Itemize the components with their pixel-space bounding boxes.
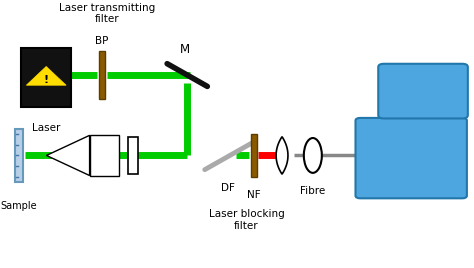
Text: DF: DF (220, 183, 235, 193)
Bar (251, 134, 257, 177)
Text: Laser blocking
filter: Laser blocking filter (209, 209, 284, 231)
Text: M: M (180, 43, 190, 56)
Text: BP: BP (95, 36, 109, 46)
Text: Sample: Sample (0, 201, 37, 211)
Bar (90, 135, 119, 176)
Polygon shape (26, 66, 66, 85)
Bar (99, 51, 105, 99)
Bar (21, 48, 71, 107)
Polygon shape (276, 137, 288, 174)
Ellipse shape (304, 138, 322, 173)
Text: NF: NF (247, 190, 260, 200)
Text: Spectrometer: Spectrometer (368, 153, 454, 163)
Text: Fibre: Fibre (300, 186, 326, 196)
Polygon shape (46, 135, 90, 176)
Bar (15, 129, 23, 182)
Bar (128, 137, 138, 174)
Text: Laser: Laser (32, 123, 60, 133)
Text: CCD camera: CCD camera (385, 86, 461, 96)
Text: Laser transmitting
filter: Laser transmitting filter (58, 2, 155, 24)
Text: !: ! (44, 75, 49, 85)
FancyBboxPatch shape (378, 64, 468, 118)
FancyBboxPatch shape (356, 118, 467, 198)
